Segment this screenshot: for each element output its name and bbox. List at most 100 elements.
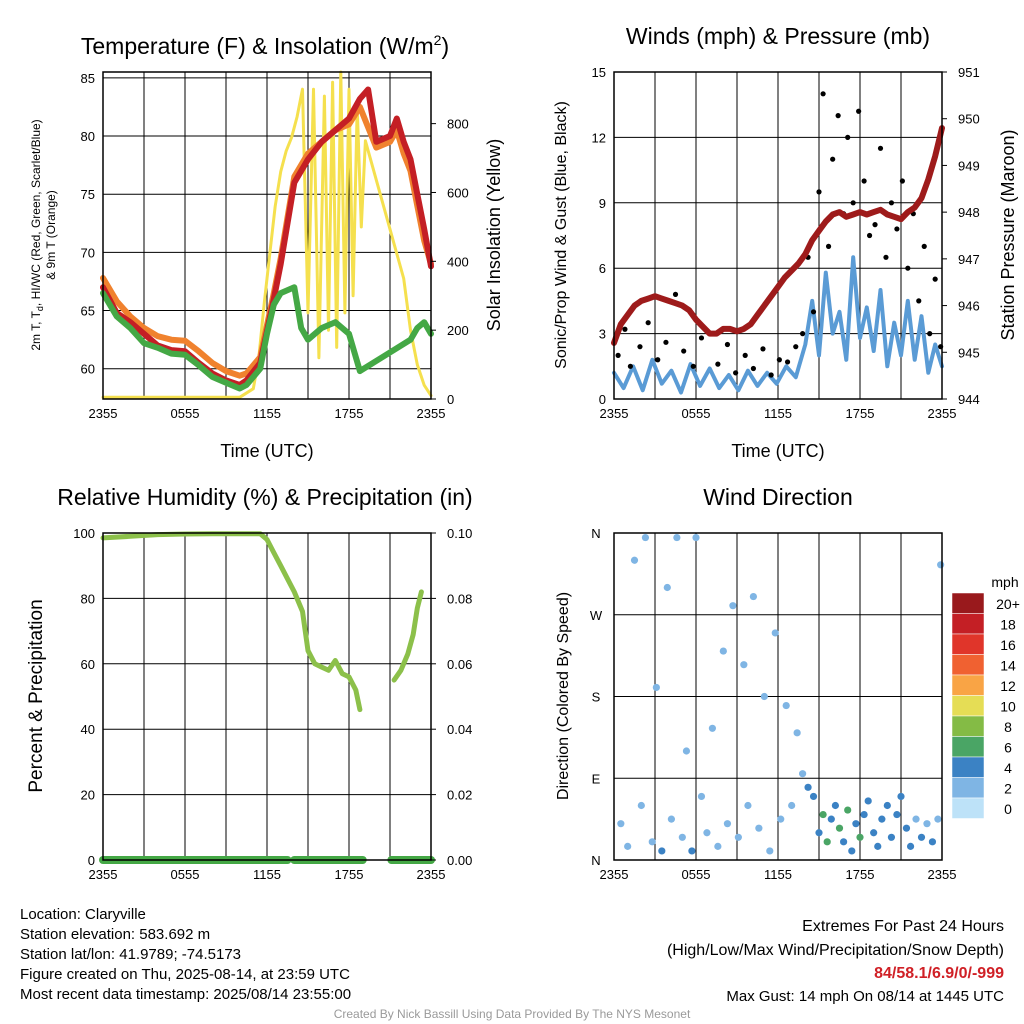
y-tick-label: 0 [88, 853, 95, 868]
direction-point [734, 833, 742, 841]
gust-point [905, 265, 911, 271]
direction-point [856, 833, 864, 841]
gust-point [810, 309, 817, 315]
y-tick-label: 70 [81, 245, 95, 260]
direction-point [835, 824, 844, 832]
direction-point [878, 815, 886, 823]
direction-point [793, 729, 801, 737]
gust-point [768, 372, 774, 378]
y-tick-label: 60 [81, 657, 95, 672]
temperature-title: Temperature (F) & Insolation (W/m2) [81, 32, 449, 59]
wind-direction-plot-frame [613, 532, 943, 861]
footer-latlon: Station lat/lon: 41.9789; -74.5173 [20, 946, 242, 963]
gust-point [894, 226, 900, 232]
direction-point [917, 833, 926, 841]
y2-tick-label: 0.10 [447, 526, 472, 541]
y2-tick-label: 944 [958, 392, 980, 407]
extremes-title: Extremes For Past 24 Hours [802, 918, 1004, 935]
gust-point [830, 156, 836, 162]
y-tick-label: 0 [599, 392, 606, 407]
x-tick-label: 0555 [171, 867, 200, 882]
direction-point [760, 692, 768, 701]
direction-point [819, 810, 827, 819]
series-sonic-wind [612, 255, 944, 395]
direction-point [692, 533, 700, 542]
direction-point [697, 792, 706, 801]
colorbar-swatch [951, 797, 985, 819]
y2-tick-label: 0.00 [447, 853, 472, 868]
y-tick-label: 100 [73, 526, 95, 541]
direction-point [708, 724, 717, 732]
gust-point [622, 326, 628, 332]
winds-panel: Winds (mph) & Pressure (mb) 2355 0555 1155… [553, 23, 1018, 461]
y2-tick-label: 948 [958, 205, 980, 220]
gust-point [690, 363, 696, 369]
colorbar-label: 8 [1004, 719, 1012, 735]
direction-point [729, 602, 737, 610]
colorbar-swatch [951, 695, 985, 717]
gust-point [888, 200, 895, 206]
gust-point [921, 243, 927, 249]
direction-point [648, 838, 656, 846]
y2-tick-label: 0.02 [447, 788, 472, 803]
series-relative-humidity [391, 589, 424, 683]
y2-tick-label: 950 [958, 112, 980, 127]
x-tick-label: 0555 [171, 406, 200, 421]
y2-tick-label: 0 [447, 392, 454, 407]
gust-point [932, 276, 938, 282]
humidity-panel: Relative Humidity (%) & Precipitation (i… [26, 484, 473, 882]
y-tick-label: 12 [592, 130, 606, 145]
x-tick-label: 2355 [600, 867, 629, 882]
x-tick-label: 0555 [682, 406, 711, 421]
direction-point [860, 810, 868, 819]
direction-point [667, 815, 676, 823]
colorbar-title: mph [991, 574, 1018, 590]
y2-tick-label: 200 [447, 323, 469, 338]
colorbar-swatch [951, 736, 985, 758]
direction-point [777, 815, 785, 823]
direction-point [815, 829, 823, 837]
y2-tick-label: 400 [447, 254, 469, 269]
x-tick-label: 2355 [89, 867, 118, 882]
direction-point [782, 701, 790, 710]
direction-point [912, 815, 920, 823]
direction-point [827, 815, 835, 823]
y-tick-label: 85 [81, 71, 95, 86]
gust-point [845, 134, 851, 140]
y-tick-label: 80 [81, 591, 95, 606]
x-tick-label: 2355 [417, 406, 446, 421]
x-tick-label: 2355 [417, 867, 446, 882]
colorbar-swatch [951, 592, 985, 614]
x-tick-label: 2355 [600, 406, 629, 421]
temperature-left-axis-label: 2m T, Td, HI/WC (Red, Green, Scarlet/Blu… [29, 119, 45, 350]
winds-plot-frame [613, 71, 943, 400]
direction-point [809, 792, 818, 801]
wind-direction-left-axis-label: Direction (Colored By Speed) [555, 592, 572, 800]
direction-point [874, 842, 882, 850]
direction-point [934, 815, 942, 823]
direction-point [652, 683, 660, 692]
direction-point [799, 770, 807, 778]
gust-point [627, 363, 634, 369]
direction-point [630, 556, 639, 564]
direction-point [617, 820, 625, 828]
extremes-values: 84/58.1/6.9/0/-999 [874, 965, 1004, 982]
gust-point [825, 243, 832, 249]
y2-tick-label: 951 [958, 65, 980, 80]
gust-point [856, 108, 862, 114]
gust-point [800, 331, 806, 337]
gust-point [724, 341, 731, 348]
direction-point [637, 801, 645, 810]
y-tick-label: 3 [599, 327, 606, 342]
direction-point [703, 829, 711, 837]
direction-point [937, 561, 945, 569]
colorbar-swatch [951, 777, 985, 799]
gust-point [750, 365, 757, 372]
gust-point [672, 291, 679, 297]
gust-point [681, 348, 687, 354]
x-tick-label: 2355 [89, 406, 118, 421]
x-tick-label: 1755 [846, 867, 875, 882]
humidity-left-axis-label: Percent & Precipitation [26, 599, 47, 792]
gust-point [784, 359, 791, 365]
gust-point [637, 344, 643, 350]
